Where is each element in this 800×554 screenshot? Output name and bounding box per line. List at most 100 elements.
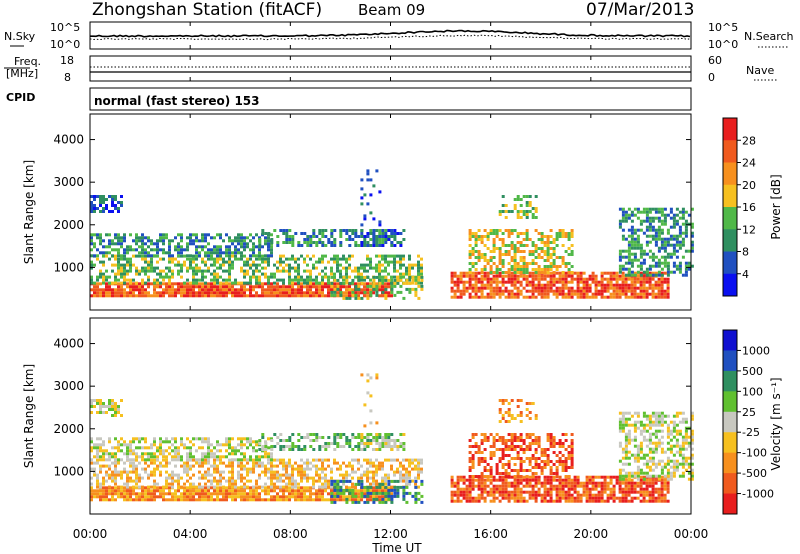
velocity-cell: [177, 449, 180, 453]
power-cell: [240, 285, 243, 289]
velocity-cell: [111, 414, 114, 417]
power-cell: [213, 294, 216, 298]
power-cell: [456, 295, 460, 299]
velocity-cell: [159, 440, 162, 444]
power-cell: [420, 287, 424, 291]
velocity-cell: [156, 495, 159, 499]
velocity-cell: [588, 481, 592, 485]
velocity-cell: [99, 470, 102, 474]
power-cell: [666, 280, 670, 284]
power-cell: [177, 263, 180, 267]
power-cell: [510, 280, 514, 284]
power-cell: [666, 255, 670, 259]
power-cell: [615, 289, 619, 293]
power-cell: [594, 295, 598, 299]
velocity-cell: [555, 493, 559, 497]
power-cell: [495, 271, 499, 274]
velocity-cell: [381, 467, 384, 471]
power-cell: [198, 239, 201, 243]
power-cell: [327, 288, 330, 292]
power-cell: [261, 285, 264, 289]
velocity-cell: [603, 478, 607, 482]
velocity-cell: [126, 473, 129, 477]
power-cell: [606, 289, 610, 293]
power-cell: [342, 296, 346, 300]
velocity-cell: [291, 479, 294, 483]
power-cell: [390, 260, 393, 264]
velocity-cell: [312, 482, 315, 486]
velocity-cell: [534, 496, 538, 500]
velocity-cell: [147, 458, 150, 462]
power-cell: [255, 278, 258, 282]
power-cell: [285, 235, 289, 238]
power-cell: [528, 271, 532, 275]
power-cell: [255, 291, 258, 295]
velocity-cell: [234, 446, 237, 450]
power-cell: [672, 252, 676, 256]
power-cell: [255, 257, 258, 261]
power-colorbar-swatch: [723, 184, 737, 208]
velocity-cell: [372, 464, 375, 468]
velocity-cell: [240, 458, 243, 462]
velocity-cell: [135, 492, 138, 496]
power-cell: [363, 217, 367, 221]
velocity-cell: [177, 446, 180, 450]
velocity-cell: [264, 486, 267, 490]
power-cell: [471, 235, 475, 238]
power-cell: [525, 274, 529, 278]
power-cell: [114, 236, 117, 240]
power-cell: [189, 257, 192, 261]
velocity-cell: [228, 437, 231, 441]
power-cell: [567, 280, 571, 284]
power-cell: [465, 274, 469, 278]
velocity-cell: [633, 484, 637, 488]
power-cell: [657, 295, 661, 299]
power-cell: [660, 243, 664, 247]
power-cell: [327, 281, 330, 285]
power-cell: [288, 288, 291, 292]
power-cell: [141, 269, 144, 273]
power-cell: [504, 271, 508, 274]
power-cell: [498, 213, 502, 216]
power-cell: [645, 207, 649, 211]
power-cell: [690, 264, 694, 268]
velocity-cell: [165, 449, 168, 453]
power-cell: [387, 294, 390, 298]
power-cell: [375, 282, 378, 286]
velocity-cell: [630, 496, 634, 500]
power-cell: [174, 282, 177, 286]
power-cell: [549, 241, 553, 244]
power-cell: [549, 274, 553, 278]
power-cell: [492, 256, 496, 259]
velocity-cell: [237, 473, 240, 477]
velocity-cell: [216, 467, 219, 471]
velocity-cell: [360, 433, 364, 436]
power-cell: [126, 294, 129, 298]
power-cell: [246, 272, 249, 276]
power-cell: [399, 278, 403, 282]
velocity-cell: [204, 470, 207, 474]
velocity-cell: [120, 470, 123, 474]
power-cell: [243, 260, 246, 264]
velocity-cell: [639, 478, 643, 482]
velocity-cell: [156, 489, 159, 493]
velocity-cell: [141, 446, 144, 450]
velocity-cell: [285, 439, 289, 442]
power-cell: [324, 275, 327, 279]
power-cell: [546, 274, 550, 278]
velocity-cell: [270, 467, 273, 471]
power-cell: [375, 269, 378, 273]
power-cell: [510, 274, 514, 278]
power-cell: [120, 275, 123, 279]
velocity-cell: [237, 492, 240, 496]
power-cell: [306, 269, 309, 273]
power-cell: [636, 280, 640, 284]
power-cell: [189, 281, 192, 285]
velocity-cell: [342, 461, 345, 465]
power-cell: [600, 292, 604, 296]
velocity-cell: [654, 490, 658, 494]
power-cell: [399, 257, 402, 261]
power-cell: [339, 290, 343, 294]
velocity-cell: [312, 485, 315, 489]
